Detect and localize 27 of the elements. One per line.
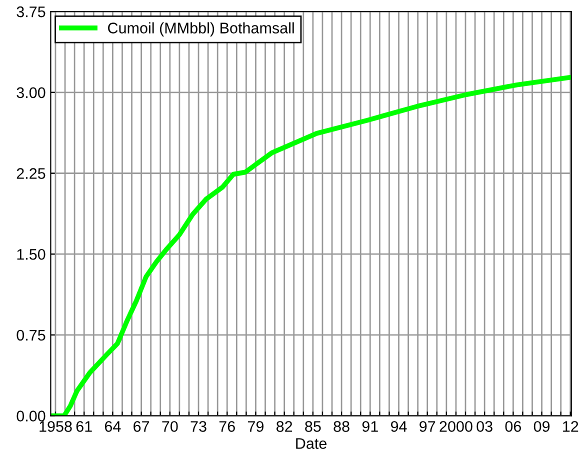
x-tick-label: 61 [76,421,92,432]
x-tick-label: 79 [248,421,264,432]
x-tick-label: 12 [563,421,578,432]
x-tick-label: 09 [534,421,550,432]
x-tick-label: 2000 [440,421,472,432]
x-tick-label: 64 [104,421,121,432]
x-tick-label: 03 [476,421,492,432]
x-tick-label: 1958 [40,421,72,432]
y-tick-label: 3.00 [16,87,46,98]
legend-label: Cumoil (MMbbl) Bothamsall [108,22,294,36]
y-tick-label: 0.00 [16,410,46,422]
x-tick-label: 76 [219,421,235,432]
x-tick-label: 94 [390,421,407,432]
x-tick-label: 70 [162,421,178,432]
x-tick-label: 73 [190,421,206,432]
y-tick-label: 3.75 [16,6,46,18]
x-tick-label: 88 [334,421,350,432]
y-tick-label: 0.75 [16,330,46,341]
x-tick-label: 85 [305,421,321,432]
x-tick-label: 06 [505,421,521,432]
y-tick-label: 1.50 [17,248,46,260]
y-tick-label: 2.25 [16,168,46,179]
x-tick-label: 67 [134,421,150,432]
x-tick-label: 97 [420,421,436,432]
x-tick-label: 82 [276,421,292,432]
x-axis-title: Date [296,438,326,449]
x-tick-label: 91 [362,421,378,432]
